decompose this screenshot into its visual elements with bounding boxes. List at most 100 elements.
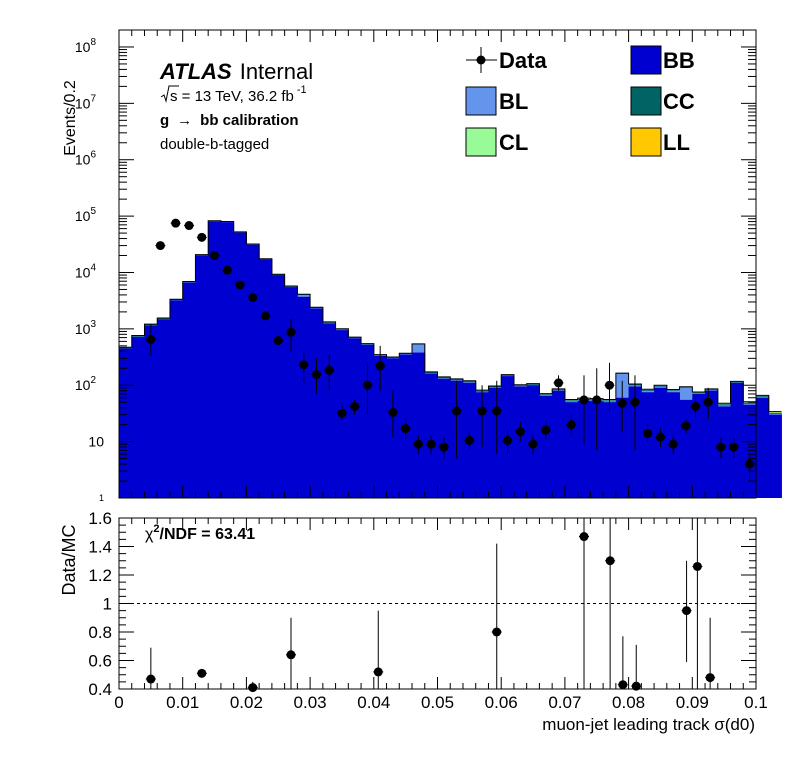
ratio-point-4 [373, 610, 384, 689]
bar-bb-3 [157, 319, 171, 498]
bar-bb-29 [488, 387, 502, 498]
ratio-point-5 [491, 543, 502, 689]
data-point-39 [642, 424, 653, 442]
data-point-17 [362, 362, 373, 415]
bar-bb-13 [284, 287, 298, 498]
data-point-42 [680, 419, 691, 434]
sqrt-symbol [160, 85, 179, 103]
bar-bb-23 [412, 352, 426, 498]
x-tick-label-2: 0.02 [230, 693, 263, 712]
data-point-36 [604, 362, 615, 411]
ratio-point-3 [285, 617, 296, 689]
bar-bb-51 [768, 414, 782, 498]
data-point-46 [728, 437, 739, 459]
data-point-6 [222, 265, 233, 275]
data-point-1 [155, 241, 166, 251]
data-point-8 [247, 293, 258, 303]
data-point-0 [145, 324, 156, 357]
ratio-point-9 [631, 644, 642, 691]
data-point-5 [209, 251, 220, 261]
data-point-14 [324, 354, 335, 391]
y-tick-label-6: 102 [75, 375, 97, 393]
ratio-axis-ticks: 1.6 1.4 1.2 1 0.8 0.6 0.40 0.01 0.02 0.03 0.04 0.05… [88, 509, 767, 712]
legend: Data BB BL CC CL LL [465, 45, 695, 157]
bar-bb-9 [233, 232, 247, 498]
data-point-26 [477, 385, 488, 448]
chi2-label: χ2/NDF = 63.41 [145, 523, 255, 543]
ratio-y-tick-label-4: 0.8 [88, 623, 112, 642]
ratio-points [145, 518, 716, 693]
legend-label-cl: CL [499, 130, 528, 155]
ratio-y-tick-label-0: 1.6 [88, 509, 112, 528]
bar-bb-31 [513, 386, 528, 498]
x-tick-label-0: 0 [114, 693, 123, 712]
data-points [145, 218, 755, 482]
bar-bb-20 [373, 356, 387, 498]
data-point-22 [426, 435, 437, 455]
data-point-34 [579, 375, 590, 445]
data-point-19 [387, 390, 398, 438]
data-point-41 [668, 435, 679, 455]
legend-label-bl: BL [499, 89, 528, 114]
legend-label-data: Data [499, 48, 547, 73]
data-point-16 [349, 399, 360, 415]
bar-bb-8 [220, 222, 235, 498]
bar-bb-33 [539, 395, 553, 498]
data-point-40 [655, 428, 666, 448]
legend-item-bb: BB [630, 45, 695, 75]
ratio-point-2 [247, 681, 258, 693]
x-tick-label-6: 0.06 [485, 693, 518, 712]
ratio-y-tick-label-6: 0.4 [88, 680, 112, 699]
data-point-24 [451, 380, 462, 459]
y-tick-label-7: 10 [88, 434, 104, 450]
legend-item-cc: CC [630, 86, 695, 116]
stack-outline [118, 220, 782, 498]
bar-bb-15 [310, 308, 324, 498]
data-point-27 [491, 380, 502, 455]
bar-bb-41 [641, 392, 655, 498]
data-point-10 [273, 336, 284, 346]
y-tick-label-0: 108 [75, 37, 97, 55]
data-point-28 [502, 430, 513, 455]
ratio-y-tick-label-1: 1.4 [88, 538, 112, 557]
bar-bb-39 [615, 397, 629, 498]
x-tick-label-3: 0.03 [294, 693, 327, 712]
bar-bb-45 [692, 393, 706, 498]
ratio-point-10 [681, 560, 692, 662]
ratio-point-6 [579, 518, 590, 689]
y-tick-label-4: 104 [75, 262, 97, 280]
ratio-point-0 [145, 647, 156, 689]
data-point-7 [235, 280, 246, 290]
bar-bb-14 [297, 296, 311, 498]
y-tick-label-5: 103 [75, 319, 97, 337]
legend-label-ll: LL [663, 130, 690, 155]
atlas-internal-label: Internal [240, 59, 313, 84]
data-point-15 [336, 404, 347, 421]
y-tick-label-8: 1 [99, 493, 104, 503]
legend-item-ll: LL [630, 127, 690, 157]
legend-item-bl: BL [465, 86, 528, 116]
data-point-9 [260, 311, 271, 321]
x-tick-label-5: 0.05 [421, 693, 454, 712]
y-tick-label-3: 105 [75, 206, 97, 224]
data-point-32 [553, 375, 564, 391]
bar-bb-11 [259, 259, 273, 498]
legend-item-cl: CL [465, 127, 528, 157]
y-tick-label-2: 106 [75, 150, 97, 168]
bar-bb-38 [603, 402, 617, 498]
bar-bb-34 [552, 390, 566, 498]
bar-bb-1 [131, 336, 145, 498]
data-point-3 [184, 221, 195, 231]
data-point-11 [285, 318, 296, 352]
data-point-12 [298, 351, 309, 383]
data-point-13 [311, 358, 322, 394]
bar-bb-48 [730, 382, 744, 498]
data-point-45 [715, 437, 726, 459]
bar-bb-36 [577, 400, 591, 498]
data-point-38 [629, 375, 640, 451]
legend-swatch-cc [630, 86, 662, 116]
bar-bb-7 [208, 221, 222, 498]
ratio-point-7 [605, 518, 616, 689]
x-tick-label-10: 0.1 [744, 693, 768, 712]
bar-bb-0 [119, 348, 133, 498]
